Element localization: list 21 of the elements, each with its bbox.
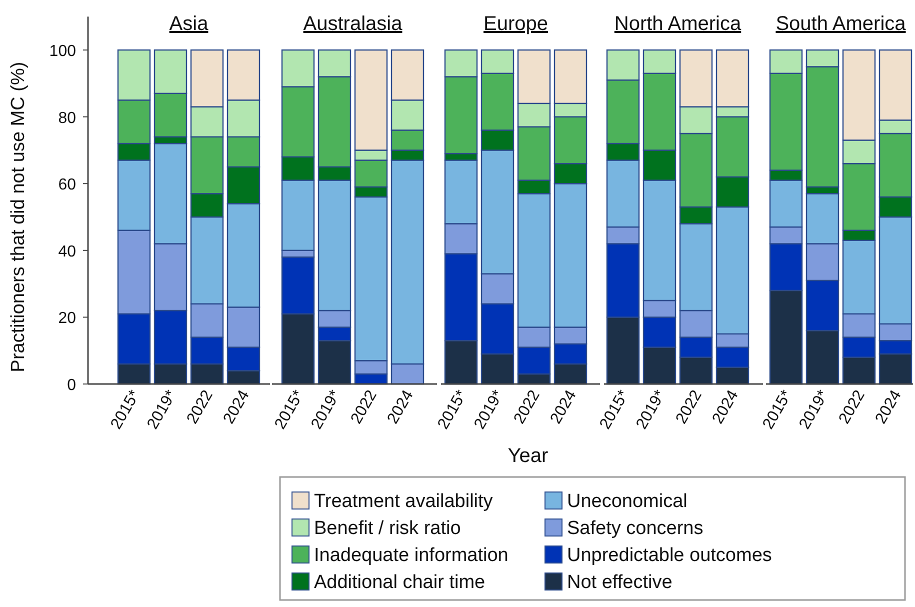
annotation: Australasia xyxy=(303,13,404,35)
legend-label: Not effective xyxy=(567,572,672,593)
legend-label: Treatment availability xyxy=(314,491,494,512)
x-axis-title: Year xyxy=(508,445,549,467)
y-tick-label: 40 xyxy=(58,243,76,260)
y-tick-label: 20 xyxy=(58,310,76,328)
legend-label: Unpredictable outcomes xyxy=(567,545,772,566)
annotation: Europe xyxy=(484,13,548,35)
y-tick-label: 0 xyxy=(67,377,76,394)
annotation: Asia xyxy=(169,13,210,35)
annotation: South America xyxy=(776,13,907,35)
y-tick-label: 100 xyxy=(49,43,76,60)
y-tick-label: 60 xyxy=(58,176,76,194)
legend-label: Additional chair time xyxy=(314,572,486,593)
legend-label: Benefit / risk ratio xyxy=(314,518,461,539)
legend-label: Inadequate information xyxy=(314,545,508,566)
annotation: North America xyxy=(614,13,742,35)
y-tick-label: 80 xyxy=(58,110,76,127)
legend-label: Uneconomical xyxy=(567,491,688,512)
y-axis-title: Practitioners that did not use MC (%) xyxy=(8,62,29,372)
legend-label: Safety concerns xyxy=(567,518,704,539)
